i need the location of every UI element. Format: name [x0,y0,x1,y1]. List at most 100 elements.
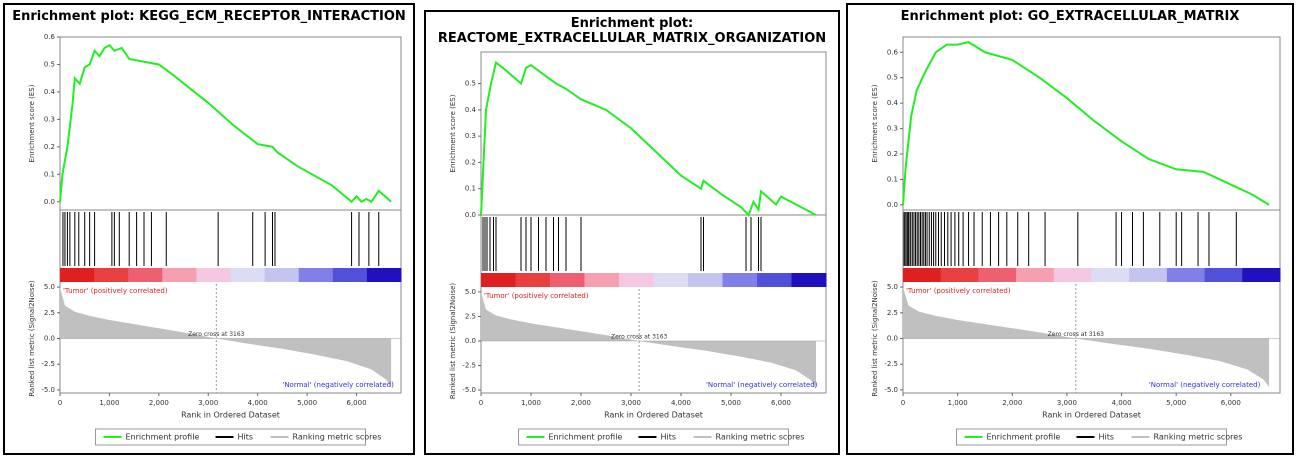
x-tick-label: 3,000 [198,399,218,407]
y-tick-label: 0.2 [465,158,476,166]
plot-frame [902,36,1281,394]
x-tick-label: 3,000 [1057,399,1077,407]
x-tick-label: 2,000 [149,399,169,407]
es-line [480,60,817,217]
legend-label: Ranking metric scores [1154,433,1243,442]
y-tick-label: 0.1 [44,170,55,178]
y2-tick-label: 0.0 [465,337,476,345]
plot-frame [59,36,402,394]
y-tick-label: 0.3 [44,115,55,123]
y2-tick-label: 2.5 [465,312,476,320]
heat-band [903,268,942,282]
x-tick-label: 1,000 [99,399,119,407]
panel: 0.0 0.1 0.2 0.3 0.4 0.5 5.0 2.5 0.0 -2.5 -5.0 0 1,00… [424,10,840,455]
heat-band [162,268,197,282]
x-tick-label: 6,000 [1221,399,1241,407]
y2-axis-label: Ranked list metric (Signal2Noise) [28,280,36,397]
y-tick-label: 0.0 [44,198,55,206]
heat-band [791,273,827,287]
chart-title: Enrichment plot: KEGG_ECM_RECEPTOR_INTER… [12,9,406,24]
heat-band [653,273,689,287]
y-tick-label: 0.4 [465,106,477,114]
y-tick-label: 0.4 [44,88,56,96]
heat-band [1016,268,1055,282]
heat-band [1242,268,1281,282]
chart: 0.0 0.1 0.2 0.3 0.4 0.5 0.6 5.0 2.5 0.0 -2.5 -5.00 1… [871,36,1281,446]
heat-band [298,268,334,282]
legend-label: Ranking metric scores [293,433,382,442]
heat-band [1204,268,1243,282]
chart-title: Enrichment plot: REACTOME_EXTRACELLULAR_… [437,16,827,46]
panel: 0.0 0.1 0.2 0.3 0.4 0.5 0.6 5.0 2.5 0.0 -2.5 -5.0 0 1… [846,3,1294,455]
y-axis-label: Enrichment score (ES) [449,94,457,172]
x-tick-label: 0 [479,399,483,407]
heat-band [264,268,300,282]
y-tick-label: 0.5 [465,80,476,88]
y2-tick-label: -5.0 [462,386,476,394]
heat-band [1053,268,1092,282]
y-tick-label: 0.0 [465,211,476,219]
y2-tick-label: -5.0 [41,386,55,394]
es-line [59,43,392,204]
chart: 0.0 0.1 0.2 0.3 0.4 0.5 0.6 5.0 2.5 0.0 -2.5 -5.00 1… [28,33,402,446]
heat-band [722,273,758,287]
heat-band [230,268,266,282]
y2-tick-label: 5.0 [465,288,476,296]
annotation-negative: 'Normal' (negatively correlated) [1149,381,1261,389]
heat-band [619,273,654,287]
x-tick-label: 5,000 [297,399,317,407]
es-line [902,41,1270,206]
chart: 0.0 0.1 0.2 0.3 0.4 0.5 5.0 2.5 0.0 -2.5 -5.00 1,00… [449,51,827,446]
y2-axis-label: Ranked list metric (Signal2Noise) [871,280,879,397]
heat-band [128,268,163,282]
x-tick-label: 4,000 [1112,399,1132,407]
zero-cross-label: Zero cross at 3163 [1048,331,1105,338]
x-tick-label: 5,000 [1166,399,1186,407]
x-tick-label: 6,000 [346,399,366,407]
heat-band [1166,268,1206,282]
heat-band [60,268,95,282]
y-tick-label: 0.0 [887,201,898,209]
heat-band [978,268,1017,282]
zero-cross-label: Zero cross at 3163 [611,334,668,341]
heat-band [1129,268,1168,282]
x-tick-label: 4,000 [671,399,691,407]
y-tick-label: 0.6 [44,33,56,41]
x-tick-label: 3,000 [621,399,641,407]
y-axis-label: Enrichment score (ES) [28,84,36,162]
heat-band [757,273,792,287]
y-tick-label: 0.3 [465,132,476,140]
x-tick-label: 0 [58,399,62,407]
y2-tick-label: 2.5 [887,309,898,317]
legend-label: Hits [1099,433,1115,442]
panel: 0.0 0.1 0.2 0.3 0.4 0.5 0.6 5.0 2.5 0.0 -2.5 -5.0 0 1… [3,3,415,455]
legend-label: Enrichment profile [549,433,623,442]
y2-tick-label: -5.0 [884,386,898,394]
y-axis-label: Enrichment score (ES) [871,84,879,162]
heat-band [550,273,585,287]
legend-label: Enrichment profile [987,433,1061,442]
heat-band [515,273,551,287]
legend-label: Hits [661,433,677,442]
legend-label: Hits [238,433,254,442]
heat-band [940,268,979,282]
heat-band [94,268,129,282]
y2-tick-label: 0.0 [44,335,55,343]
annotation-negative: 'Normal' (negatively correlated) [706,381,818,389]
y-tick-label: 0.2 [887,150,898,158]
y2-tick-label: -2.5 [41,360,55,368]
x-tick-label: 5,000 [721,399,741,407]
annotation-positive: 'Tumor' (positively correlated) [63,287,168,295]
heat-band [688,273,723,287]
chart-title: Enrichment plot: GO_EXTRACELLULAR_MATRIX [900,9,1240,24]
x-tick-label: 0 [901,399,905,407]
y2-tick-label: 0.0 [887,335,898,343]
legend-label: Ranking metric scores [716,433,805,442]
x-axis-label: Rank in Ordered Dataset [181,411,280,420]
y2-tick-label: 2.5 [44,309,55,317]
annotation-negative: 'Normal' (negatively correlated) [282,381,394,389]
metric-area [903,287,1270,387]
legend-label: Enrichment profile [126,433,200,442]
heat-band [332,268,368,282]
